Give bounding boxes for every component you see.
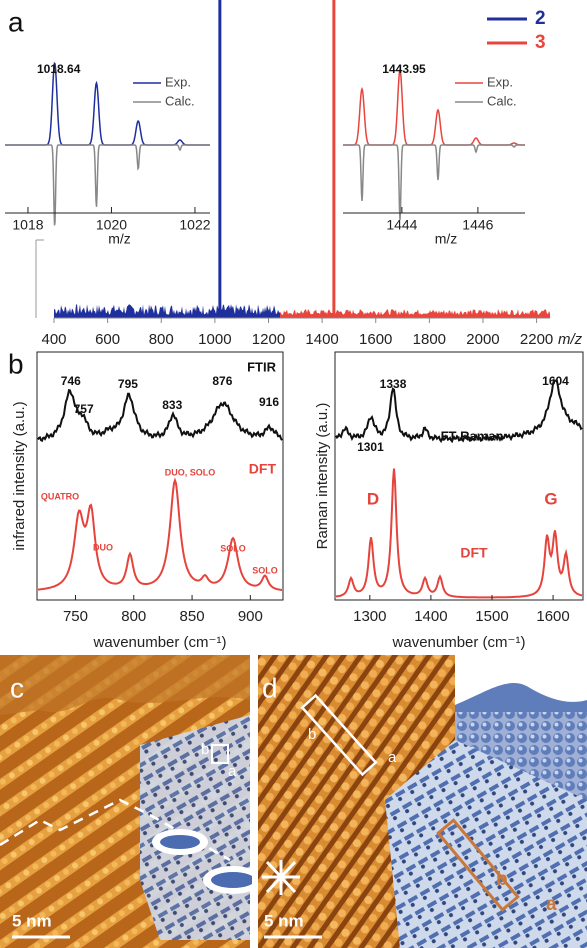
- spectrum-label: DFT: [249, 461, 277, 477]
- image-mark: b: [308, 726, 316, 743]
- x-tick-label: 1022: [179, 217, 210, 233]
- legend-label: Exp.: [165, 74, 191, 89]
- noise: [280, 309, 550, 318]
- peak-label: 1604: [542, 374, 569, 388]
- image-mark: a: [228, 763, 237, 780]
- spectrum-label: FT-Raman: [441, 428, 504, 443]
- inset-calc-trace: [343, 144, 525, 221]
- image-mark: a: [388, 749, 397, 766]
- x-axis-label: wavenumber (cm⁻¹): [392, 634, 526, 651]
- panel-label: b: [8, 348, 24, 379]
- spectrum-label: FTIR: [247, 359, 276, 374]
- x-tick-label: 1200: [252, 331, 285, 348]
- x-tick-label: 2200: [520, 331, 553, 348]
- stm-image-d: [252, 655, 587, 948]
- x-tick-label: 900: [238, 608, 263, 625]
- inset-calc-trace: [5, 144, 210, 226]
- noise: [54, 304, 280, 318]
- x-tick-label: 2000: [466, 331, 499, 348]
- x-tick-label: 850: [180, 608, 205, 625]
- raman-dft-trace: [335, 468, 583, 599]
- raman-trace: [335, 378, 583, 444]
- x-tick-label: 1446: [462, 217, 493, 233]
- mode-label: SOLO: [252, 565, 278, 575]
- x-tick-label: 400: [41, 331, 66, 348]
- peak-label: 1338: [380, 377, 407, 391]
- peak-label: 795: [118, 377, 138, 391]
- peak-label: 876: [212, 374, 232, 388]
- mode-label: SOLO: [220, 543, 246, 553]
- x-tick-label: 1000: [198, 331, 231, 348]
- x-tick-label: 1444: [386, 217, 417, 233]
- band-label: D: [367, 489, 379, 508]
- x-tick-label: 1600: [536, 608, 569, 625]
- legend-label: Exp.: [487, 74, 513, 89]
- peak-label: 757: [74, 402, 94, 416]
- legend-label: 3: [535, 32, 546, 53]
- spectrum-label: DFT: [460, 545, 488, 561]
- x-axis-label: m/z: [558, 331, 583, 348]
- ir-dft-trace: [37, 477, 283, 591]
- x-axis-label: wavenumber (cm⁻¹): [93, 634, 227, 651]
- legend-label: Calc.: [487, 93, 517, 108]
- mode-label: DUO: [93, 542, 113, 552]
- mode-label: QUATRO: [41, 491, 79, 501]
- x-tick-label: 800: [149, 331, 174, 348]
- x-tick-label: 1018: [12, 217, 43, 233]
- x-axis-label: m/z: [108, 231, 131, 247]
- peak-label: 916: [259, 395, 279, 409]
- x-tick-label: 800: [121, 608, 146, 625]
- scale-bar-label: 5 nm: [12, 911, 52, 930]
- x-tick-label: 600: [95, 331, 120, 348]
- y-axis-label: Raman intensity (a.u.): [314, 403, 331, 550]
- peak-label: 1301: [357, 440, 384, 454]
- model-mark: b: [496, 869, 508, 890]
- legend-label: 2: [535, 8, 546, 29]
- x-tick-label: 1800: [413, 331, 446, 348]
- stm-image-c: [0, 655, 263, 948]
- image-mark: b: [201, 741, 209, 758]
- x-axis-label: m/z: [435, 231, 458, 247]
- ftir-trace: [37, 388, 283, 443]
- y-axis-label: infrared intensity (a.u.): [11, 401, 28, 550]
- model-mark: a: [546, 894, 557, 915]
- mode-label: DUO, SOLO: [165, 467, 216, 477]
- x-tick-label: 1020: [96, 217, 127, 233]
- panel-label: c: [10, 672, 24, 703]
- panel-label: d: [262, 672, 278, 703]
- peak-value-label: 1443.95: [382, 62, 426, 76]
- x-tick-label: 750: [63, 608, 88, 625]
- plot-frame: [36, 351, 284, 601]
- panel-label: a: [8, 6, 24, 37]
- x-tick-label: 1500: [475, 608, 508, 625]
- plot-frame: [334, 351, 584, 601]
- peak-value-label: 1018.64: [37, 62, 81, 76]
- scale-bar-label: 5 nm: [264, 911, 304, 930]
- x-tick-label: 1600: [359, 331, 392, 348]
- x-tick-label: 1300: [353, 608, 386, 625]
- legend-label: Calc.: [165, 93, 195, 108]
- peak-label: 833: [162, 398, 182, 412]
- peak-label: 746: [61, 374, 81, 388]
- x-tick-label: 1400: [305, 331, 338, 348]
- x-tick-label: 1400: [414, 608, 447, 625]
- band-label: G: [544, 489, 557, 508]
